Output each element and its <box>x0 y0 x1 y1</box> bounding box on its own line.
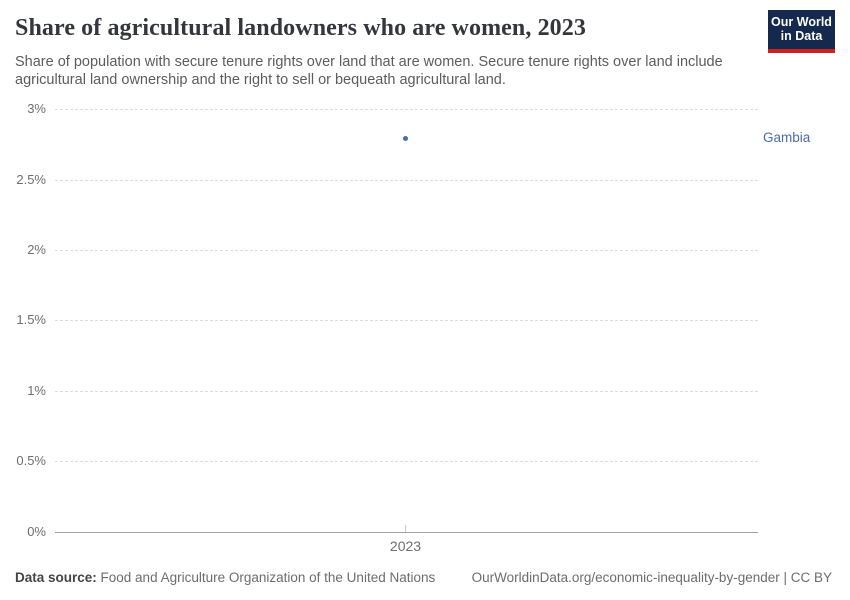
gridline-3pct <box>55 109 758 110</box>
gridline-2-5pct <box>55 180 758 181</box>
owid-logo-line1: Our World <box>771 15 832 29</box>
gridline-0-5pct <box>55 461 758 462</box>
footer-license-link[interactable]: OurWorldinData.org/economic-inequality-b… <box>471 570 832 585</box>
y-tick-label: 3% <box>27 101 46 116</box>
data-source-text: Food and Agriculture Organization of the… <box>96 570 436 585</box>
gridline-2pct <box>55 250 758 251</box>
y-tick-label: 0% <box>27 524 46 539</box>
y-tick-label: 1% <box>27 383 46 398</box>
data-point-gambia[interactable] <box>403 136 408 141</box>
page-title: Share of agricultural landowners who are… <box>15 15 586 41</box>
y-tick-label: 2.5% <box>16 172 46 187</box>
y-tick-label: 0.5% <box>16 453 46 468</box>
footer-data-source: Data source: Food and Agriculture Organi… <box>15 570 435 585</box>
owid-logo-line2: in Data <box>780 29 823 43</box>
x-axis-line <box>55 532 758 533</box>
chart-subtitle: Share of population with secure tenure r… <box>15 54 723 88</box>
gridline-1pct <box>55 391 758 392</box>
x-tick-mark <box>405 525 406 532</box>
gridline-1-5pct <box>55 320 758 321</box>
y-tick-label: 1.5% <box>16 312 46 327</box>
x-tick-label: 2023 <box>389 538 422 554</box>
owid-logo[interactable]: Our World in Data <box>768 10 835 53</box>
data-source-prefix: Data source: <box>15 570 97 585</box>
entity-label-gambia[interactable]: Gambia <box>763 130 811 145</box>
y-tick-label: 2% <box>27 242 46 257</box>
